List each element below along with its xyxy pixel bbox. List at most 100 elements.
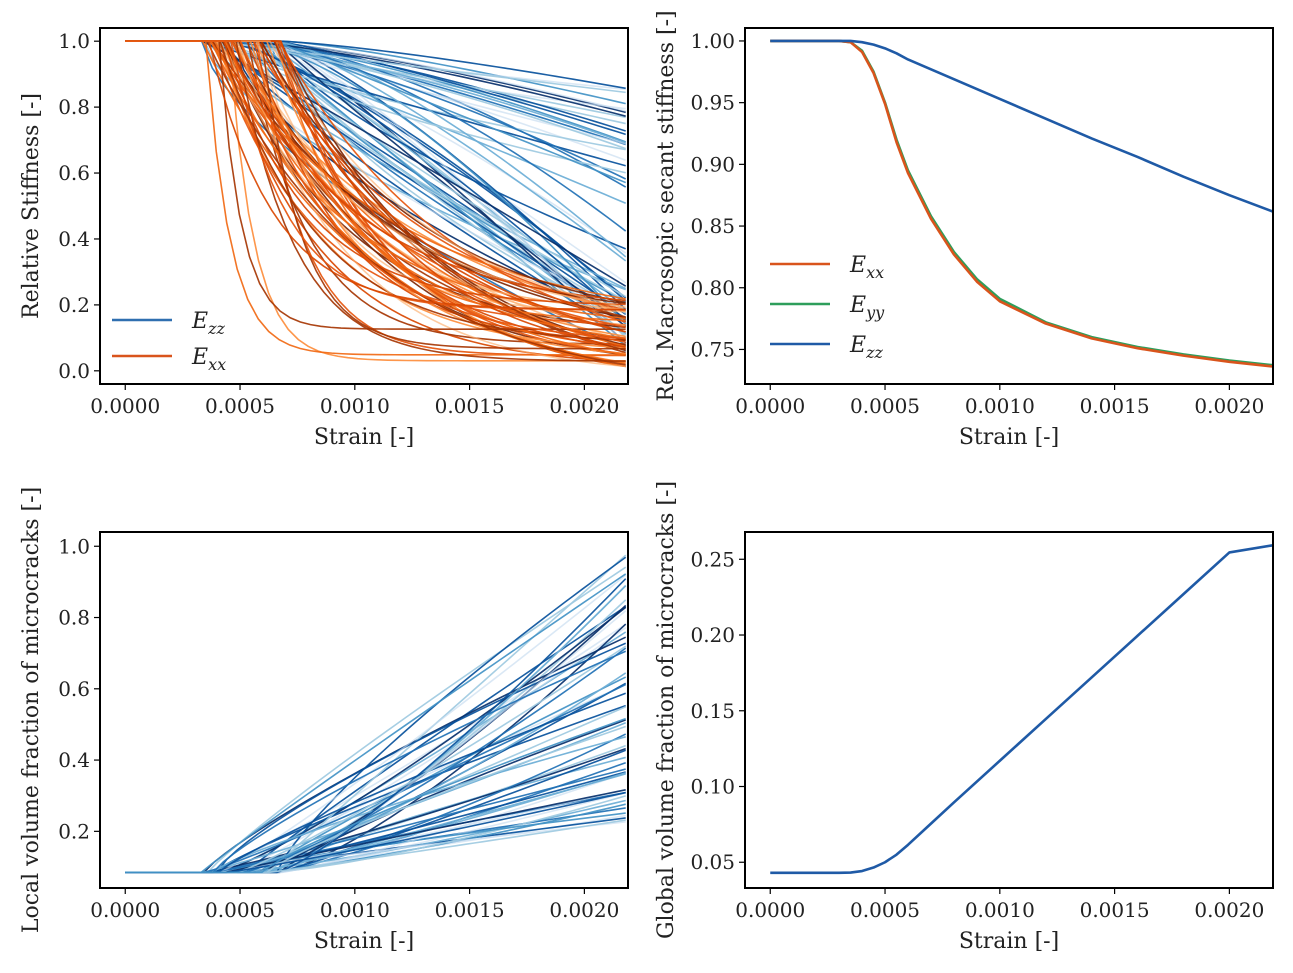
y-tick-label: 0.90: [690, 152, 735, 176]
series-line-e-xx: [125, 40, 626, 322]
series-line-e-xx: [125, 40, 626, 356]
legend-label-e-zz: Ezz: [849, 333, 883, 362]
y-tick-label: 1.0: [58, 29, 90, 53]
plot-frame: [99, 27, 629, 385]
plot-area: [770, 39, 1273, 368]
series-line-local-fraction: [125, 704, 626, 874]
legend: Exx Eyy Ezz: [770, 253, 885, 362]
series-line-e-xx: [125, 40, 626, 350]
y-axis-label: Rel. Macrosopic secant stiffness [-]: [654, 10, 679, 401]
y-axis-label: Global volume fraction of microcracks [-…: [654, 481, 679, 939]
series-line-local-fraction: [125, 725, 626, 874]
series-line-local-fraction: [125, 650, 627, 874]
y-tick-label: 0.2: [58, 819, 90, 843]
series-line-e-xx: [125, 40, 626, 330]
y-tick-label: 1.0: [58, 534, 90, 558]
plot-area: [770, 543, 1273, 875]
series-line-local-fraction: [125, 556, 627, 874]
y-tick-label: 0.75: [690, 337, 735, 361]
x-tick-label: 0.0010: [965, 394, 1035, 418]
series-line-local-fraction: [125, 647, 627, 874]
series-line-e-xx: [125, 40, 626, 348]
series-line-e-xx: [125, 40, 626, 328]
y-tick-label: 1.00: [690, 29, 735, 53]
x-tick-label: 0.0005: [205, 898, 275, 922]
y-tick-label: 0.85: [690, 214, 735, 238]
series-line-local-fraction: [125, 791, 626, 874]
series-line-e-xx: [125, 40, 626, 302]
y-tick-label: 0.8: [58, 606, 90, 630]
series-line-e-zz: [125, 40, 626, 150]
series-line-local-fraction: [125, 788, 626, 874]
series-line-local-fraction: [125, 606, 627, 874]
series-line-e-xx: [125, 40, 626, 355]
series-line-local-fraction: [125, 683, 627, 874]
subplot-p3: 0.0000 0.0005 0.0010 0.0015 0.0020 0.2 0.4 0.6 0…: [19, 487, 629, 954]
series-line-local-fraction: [125, 627, 627, 874]
series-line-e-zz: [125, 40, 626, 90]
x-tick-label: 0.0020: [1194, 898, 1264, 922]
x-tick-label: 0.0015: [435, 898, 505, 922]
series-line-local-fraction: [125, 566, 627, 874]
series-line-local-fraction: [125, 717, 626, 874]
subplot-p4: 0.0000 0.0005 0.0010 0.0015 0.0020 0.05 0.10 0.…: [654, 481, 1274, 954]
series-line-e-xx: [125, 40, 626, 348]
series-line-local-fraction: [125, 573, 627, 874]
series-line-e-xx: [125, 40, 626, 309]
series-line-e-xx: [770, 39, 1273, 368]
y-axis-label: Relative Stiffness [-]: [19, 93, 44, 319]
x-tick-label: 0.0000: [90, 394, 160, 418]
series-line-e-zz: [770, 39, 1273, 214]
x-tick-label: 0.0015: [1080, 394, 1150, 418]
series-line-local-fraction: [125, 768, 626, 874]
series-line-local-fraction: [125, 578, 627, 874]
x-axis-label: Strain [-]: [314, 425, 414, 450]
x-tick-label: 0.0020: [1194, 394, 1264, 418]
series-line-e-zz: [125, 40, 626, 94]
y-tick-label: 0.6: [58, 161, 90, 185]
series-line-e-xx: [125, 40, 626, 306]
series-line-e-xx: [125, 40, 626, 311]
x-axis-label: Strain [-]: [959, 425, 1059, 450]
x-tick-label: 0.0015: [1080, 898, 1150, 922]
plot-area: [125, 40, 627, 368]
y-tick-label: 0.95: [690, 91, 735, 115]
series-line-e-xx: [125, 40, 626, 340]
plot-area: [125, 554, 627, 874]
series-line-local-fraction: [125, 645, 627, 874]
legend-label-e-yy: Eyy: [849, 293, 885, 322]
series-line-e-xx: [125, 40, 626, 339]
series-line-local-fraction: [125, 642, 627, 874]
series-line-e-xx: [125, 40, 626, 368]
series-line-e-zz: [125, 40, 626, 105]
series-line-e-zz: [125, 40, 627, 325]
x-tick-label: 0.0000: [735, 394, 805, 418]
series-line-e-xx: [125, 40, 626, 356]
y-tick-label: 0.6: [58, 677, 90, 701]
y-axis-label: Local volume fraction of microcracks [-]: [19, 487, 44, 933]
series-line-global-fraction: [770, 543, 1273, 875]
x-tick-label: 0.0000: [735, 898, 805, 922]
y-tick-label: 0.4: [58, 748, 90, 772]
series-line-local-fraction: [125, 574, 627, 874]
series-line-e-xx: [125, 40, 626, 352]
series-line-local-fraction: [125, 747, 626, 874]
x-tick-label: 0.0010: [320, 394, 390, 418]
x-axis-label: Strain [-]: [959, 929, 1059, 954]
x-tick-label: 0.0005: [205, 394, 275, 418]
legend-label-e-xx: Exx: [191, 345, 226, 374]
legend: Ezz Exx: [112, 309, 226, 374]
series-line-local-fraction: [125, 819, 626, 874]
y-tick-label: 0.25: [690, 547, 735, 571]
plot-frame: [744, 27, 1274, 385]
plot-frame: [744, 531, 1274, 889]
x-tick-label: 0.0005: [850, 394, 920, 418]
x-tick-label: 0.0010: [320, 898, 390, 922]
subplot-p1: 0.0000 0.0005 0.0010 0.0015 0.0020 0.0 0.2 0.4 0…: [19, 27, 629, 450]
y-tick-label: 0.10: [690, 775, 735, 799]
series-line-local-fraction: [125, 554, 627, 874]
x-axis-label: Strain [-]: [314, 929, 414, 954]
series-line-e-zz: [125, 40, 627, 232]
y-tick-label: 0.15: [690, 699, 735, 723]
